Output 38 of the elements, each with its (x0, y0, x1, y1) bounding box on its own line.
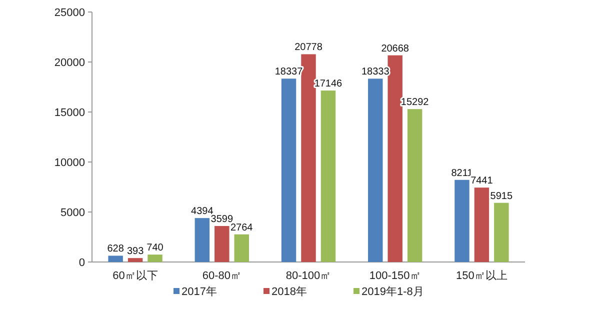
y-tick-label: 0 (78, 257, 85, 269)
data-label: 8211 (451, 168, 474, 179)
bar (368, 78, 383, 262)
bar (454, 180, 470, 262)
y-tick-label: 5000 (60, 207, 85, 219)
bar (128, 258, 143, 262)
data-label: 2764 (230, 222, 254, 234)
data-label: 7441 (470, 176, 494, 187)
bar (234, 234, 249, 262)
bar (148, 254, 162, 262)
x-tick-label: 150㎡以上 (456, 269, 508, 282)
legend-label: 2018年 (272, 286, 307, 298)
bar (194, 218, 210, 262)
bar (494, 202, 509, 262)
legend-label: 2019年1-8月 (362, 286, 424, 298)
data-label: 20668 (381, 43, 410, 54)
bar (474, 188, 490, 262)
data-label: 740 (146, 242, 164, 254)
y-tick-label: 10000 (54, 157, 85, 169)
y-tick-label: 25000 (54, 7, 85, 19)
x-tick-label: 60-80㎡ (202, 270, 242, 282)
legend-label: 2017年 (182, 286, 217, 298)
data-label: 20778 (294, 42, 323, 54)
bar (407, 109, 422, 262)
y-tick-label: 20000 (54, 57, 85, 69)
bar (108, 256, 123, 262)
bar (388, 55, 402, 262)
data-label: 393 (126, 246, 144, 258)
y-tick-label: 15000 (54, 107, 85, 119)
x-tick-label: 100-150㎡ (369, 270, 421, 282)
x-tick-label: 60㎡以下 (112, 269, 158, 282)
data-label: 628 (107, 244, 124, 255)
x-tick-label: 80-100㎡ (286, 270, 332, 282)
bar (281, 78, 296, 262)
bar (214, 226, 230, 262)
data-label: 5915 (490, 190, 513, 202)
bar (320, 90, 336, 262)
bar (301, 54, 316, 262)
